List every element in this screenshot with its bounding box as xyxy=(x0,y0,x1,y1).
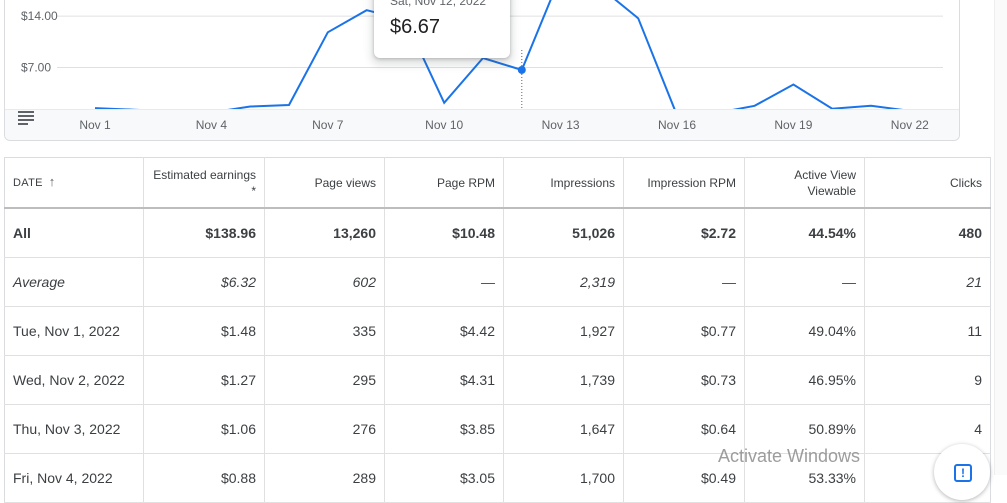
table-row: Wed, Nov 2, 2022 $1.27 295 $4.31 1,739 $… xyxy=(4,355,991,405)
cell-impressions: 1,927 xyxy=(503,306,624,356)
activate-windows-watermark: Activate Windows xyxy=(718,446,861,466)
header-date[interactable]: DATE ↑ xyxy=(4,157,144,209)
header-impressions[interactable]: Impressions xyxy=(503,157,624,209)
cell-earnings: $1.48 xyxy=(143,306,265,356)
cell-page-views: 276 xyxy=(264,404,385,454)
cell-page-rpm: $3.05 xyxy=(384,453,504,503)
x-tick-label: Nov 22 xyxy=(891,118,929,132)
cell-page-views: 13,260 xyxy=(264,208,385,258)
cell-impressions: 51,026 xyxy=(503,208,624,258)
cell-earnings: $0.88 xyxy=(143,453,265,503)
x-tick-label: Nov 4 xyxy=(196,118,228,132)
cell-earnings: $1.06 xyxy=(143,404,265,454)
cell-date: Fri, Nov 4, 2022 xyxy=(4,453,144,503)
table-row: Thu, Nov 3, 2022 $1.06 276 $3.85 1,647 $… xyxy=(4,404,991,454)
cell-active-view: 50.89% xyxy=(744,404,865,454)
cell-page-views: 602 xyxy=(264,257,385,307)
cell-active-view: 49.04% xyxy=(744,306,865,356)
cell-date: Thu, Nov 3, 2022 xyxy=(4,404,144,454)
cell-page-views: 335 xyxy=(264,306,385,356)
cell-impressions: 2,319 xyxy=(503,257,624,307)
table-row: Tue, Nov 1, 2022 $1.48 335 $4.42 1,927 $… xyxy=(4,306,991,356)
table-row-average: Average $6.32 602 — 2,319 — — 21 xyxy=(4,257,991,307)
cell-page-rpm: $3.85 xyxy=(384,404,504,454)
cell-clicks: 11 xyxy=(864,306,991,356)
cell-page-views: 295 xyxy=(264,355,385,405)
cell-date: All xyxy=(4,208,144,258)
cell-impressions: 1,700 xyxy=(503,453,624,503)
table-header-row: DATE ↑ Estimated earnings * Page views Pa… xyxy=(4,157,991,209)
x-tick-label: Nov 7 xyxy=(312,118,344,132)
chart-x-axis-strip: Nov 1 Nov 4 Nov 7 Nov 10 Nov 13 Nov 16 Nov 19 N… xyxy=(5,109,959,140)
x-tick-label: Nov 13 xyxy=(542,118,580,132)
vertical-scrollbar[interactable] xyxy=(994,0,1007,475)
cell-date: Average xyxy=(4,257,144,307)
x-tick-label: Nov 19 xyxy=(774,118,812,132)
help-button[interactable]: ! xyxy=(934,444,990,500)
cell-earnings: $138.96 xyxy=(143,208,265,258)
header-page-views[interactable]: Page views xyxy=(264,157,385,209)
y-tick-label: $7.00 xyxy=(21,61,51,75)
header-date-label: DATE xyxy=(13,177,43,189)
cell-page-rpm: $4.31 xyxy=(384,355,504,405)
y-tick-label: $14.00 xyxy=(21,9,58,23)
cell-active-view: 44.54% xyxy=(744,208,865,258)
header-page-rpm[interactable]: Page RPM xyxy=(384,157,504,209)
cell-impression-rpm: $0.64 xyxy=(623,404,745,454)
report-table: DATE ↑ Estimated earnings * Page views Pa… xyxy=(4,157,991,503)
cell-impressions: 1,739 xyxy=(503,355,624,405)
cell-active-view: — xyxy=(744,257,865,307)
cell-clicks: 9 xyxy=(864,355,991,405)
cell-active-view: 46.95% xyxy=(744,355,865,405)
header-estimated-earnings[interactable]: Estimated earnings * xyxy=(143,157,265,209)
cell-impression-rpm: $0.77 xyxy=(623,306,745,356)
tooltip-value: $6.67 xyxy=(390,16,441,38)
cell-page-rpm: — xyxy=(384,257,504,307)
cell-earnings: $1.27 xyxy=(143,355,265,405)
table-row-total: All $138.96 13,260 $10.48 51,026 $2.72 4… xyxy=(4,208,991,258)
cell-earnings: $6.32 xyxy=(143,257,265,307)
cell-impression-rpm: $0.73 xyxy=(623,355,745,405)
cell-impression-rpm: $2.72 xyxy=(623,208,745,258)
cell-clicks: 21 xyxy=(864,257,991,307)
header-impression-rpm[interactable]: Impression RPM xyxy=(623,157,745,209)
x-tick-label: Nov 16 xyxy=(658,118,696,132)
cell-clicks: 480 xyxy=(864,208,991,258)
cell-impressions: 1,647 xyxy=(503,404,624,454)
chart-tooltip: Sat, Nov 12, 2022 $6.67 xyxy=(374,0,510,58)
cell-date: Tue, Nov 1, 2022 xyxy=(4,306,144,356)
header-clicks[interactable]: Clicks xyxy=(864,157,991,209)
cell-page-rpm: $10.48 xyxy=(384,208,504,258)
cell-date: Wed, Nov 2, 2022 xyxy=(4,355,144,405)
x-tick-label: Nov 10 xyxy=(425,118,463,132)
cell-impression-rpm: — xyxy=(623,257,745,307)
cell-page-rpm: $4.42 xyxy=(384,306,504,356)
highlighted-data-point[interactable] xyxy=(517,65,526,74)
feedback-icon: ! xyxy=(954,464,972,482)
x-axis: Nov 1 Nov 4 Nov 7 Nov 10 Nov 13 Nov 16 Nov 19 N… xyxy=(79,118,929,132)
chart-menu-icon[interactable] xyxy=(18,111,34,125)
tooltip-date: Sat, Nov 12, 2022 xyxy=(390,0,487,8)
x-tick-label: Nov 1 xyxy=(79,118,111,132)
cell-page-views: 289 xyxy=(264,453,385,503)
sort-ascending-icon[interactable]: ↑ xyxy=(48,174,56,189)
header-active-view-viewable[interactable]: Active View Viewable xyxy=(744,157,865,209)
